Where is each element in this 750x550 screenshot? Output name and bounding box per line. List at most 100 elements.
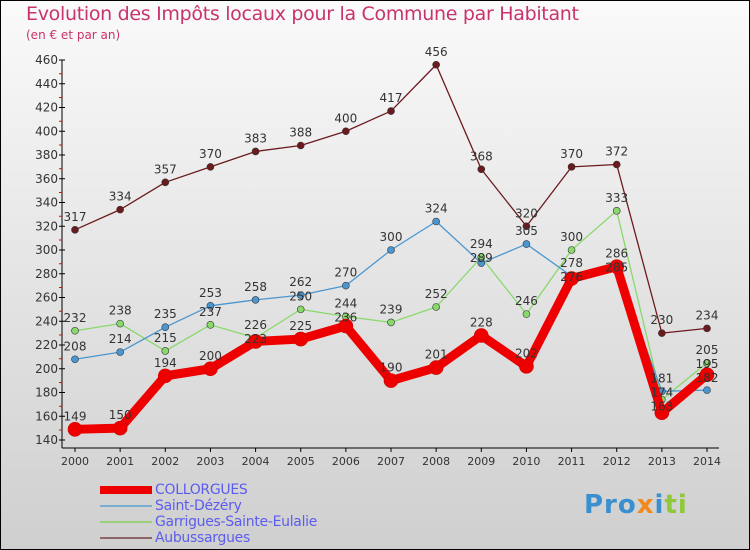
data-point-collorgues — [699, 367, 715, 382]
data-label-collorgues: 202 — [515, 346, 538, 360]
data-label-collorgues: 286 — [605, 247, 628, 261]
x-tick-label: 2011 — [558, 455, 586, 468]
data-label-collorgues: 149 — [64, 409, 87, 423]
data-label-saint-d-z-ry: 253 — [199, 286, 222, 300]
data-label-aubussargues: 334 — [109, 190, 132, 204]
x-tick-label: 2007 — [377, 455, 405, 468]
data-point-aubussargues — [206, 163, 215, 171]
x-tick-label: 2003 — [196, 455, 224, 468]
data-point-aubussargues — [296, 141, 305, 150]
data-point-collorgues — [203, 361, 218, 377]
data-point-collorgues — [293, 331, 309, 347]
data-label-garrigues-sainte-eulalie: 294 — [470, 237, 493, 251]
data-label-aubussargues: 234 — [696, 308, 719, 322]
data-label-saint-d-z-ry: 285 — [605, 261, 628, 275]
data-point-collorgues — [157, 368, 173, 384]
data-label-garrigues-sainte-eulalie: 232 — [64, 311, 87, 325]
data-label-garrigues-sainte-eulalie: 300 — [560, 230, 583, 244]
data-point-garrigues-sainte-eulalie — [387, 318, 395, 327]
data-point-collorgues — [112, 420, 128, 436]
data-label-garrigues-sainte-eulalie: 205 — [696, 343, 719, 357]
data-label-aubussargues: 370 — [199, 147, 222, 161]
data-label-saint-d-z-ry: 262 — [289, 275, 312, 289]
x-tick-label: 2000 — [61, 455, 89, 468]
data-label-collorgues: 236 — [334, 311, 357, 325]
data-label-saint-d-z-ry: 214 — [109, 332, 132, 346]
data-label-aubussargues: 230 — [650, 313, 673, 327]
data-label-garrigues-sainte-eulalie: 215 — [154, 331, 177, 345]
x-tick-label: 2005 — [287, 455, 315, 468]
data-point-collorgues — [654, 405, 670, 420]
x-tick-label: 2014 — [693, 455, 721, 468]
y-tick-label: 460 — [35, 53, 58, 67]
data-point-aubussargues — [703, 324, 711, 333]
legend-swatch — [100, 505, 152, 507]
data-point-aubussargues — [71, 226, 79, 234]
data-label-garrigues-sainte-eulalie: 239 — [380, 302, 403, 316]
data-label-collorgues: 223 — [244, 332, 267, 346]
data-label-collorgues: 225 — [289, 319, 312, 333]
x-tick-label: 2002 — [151, 455, 179, 468]
data-point-garrigues-sainte-eulalie — [522, 310, 531, 318]
proxiti-logo: Proxiti — [584, 490, 688, 520]
data-point-garrigues-sainte-eulalie — [296, 305, 305, 314]
data-label-garrigues-sainte-eulalie: 252 — [425, 287, 448, 301]
data-point-saint-d-z-ry — [71, 355, 79, 364]
data-point-aubussargues — [116, 205, 124, 214]
data-point-aubussargues — [477, 165, 486, 174]
data-label-collorgues: 150 — [109, 408, 132, 422]
data-label-aubussargues: 368 — [470, 149, 493, 163]
data-label-saint-d-z-ry: 324 — [425, 202, 448, 216]
data-label-aubussargues: 388 — [289, 126, 312, 140]
data-label-garrigues-sainte-eulalie: 244 — [334, 297, 357, 311]
data-point-aubussargues — [387, 107, 395, 115]
data-label-saint-d-z-ry: 182 — [696, 371, 719, 385]
data-point-saint-d-z-ry — [296, 291, 305, 299]
data-point-aubussargues — [161, 178, 170, 187]
data-point-aubussargues — [342, 127, 350, 136]
data-point-saint-d-z-ry — [116, 348, 124, 356]
data-point-garrigues-sainte-eulalie — [206, 321, 215, 329]
data-label-saint-d-z-ry: 208 — [64, 339, 87, 353]
data-point-collorgues — [473, 328, 489, 343]
data-label-collorgues: 276 — [560, 270, 583, 284]
data-label-aubussargues: 456 — [425, 45, 448, 59]
y-tick-label: 280 — [35, 267, 58, 281]
data-label-garrigues-sainte-eulalie: 174 — [650, 385, 673, 399]
data-point-aubussargues — [612, 160, 621, 169]
data-point-collorgues — [248, 334, 263, 349]
data-point-collorgues — [519, 359, 534, 374]
data-point-aubussargues — [432, 60, 440, 69]
data-point-saint-d-z-ry — [342, 281, 350, 290]
data-label-aubussargues: 372 — [605, 145, 628, 159]
data-label-saint-d-z-ry: 235 — [154, 307, 177, 321]
y-tick-label: 340 — [35, 196, 58, 210]
y-tick-label: 380 — [35, 148, 58, 162]
x-tick-label: 2004 — [242, 455, 270, 468]
data-label-aubussargues: 357 — [154, 162, 177, 176]
data-label-collorgues: 228 — [470, 316, 493, 330]
x-tick-label: 2009 — [467, 455, 495, 468]
y-tick-label: 300 — [35, 243, 58, 257]
y-tick-label: 260 — [35, 291, 58, 305]
data-label-saint-d-z-ry: 181 — [650, 371, 673, 385]
x-tick-label: 2010 — [512, 455, 540, 468]
data-point-garrigues-sainte-eulalie — [567, 246, 576, 254]
chart-subtitle: (en € et par an) — [26, 28, 121, 42]
data-point-saint-d-z-ry — [432, 217, 440, 226]
data-label-garrigues-sainte-eulalie: 238 — [109, 304, 132, 318]
data-point-saint-d-z-ry — [387, 246, 395, 254]
data-label-saint-d-z-ry: 289 — [470, 251, 493, 265]
data-point-garrigues-sainte-eulalie — [71, 326, 79, 335]
data-point-saint-d-z-ry — [206, 302, 215, 310]
chart-title: Evolution des Impôts locaux pour la Comm… — [26, 3, 579, 25]
data-label-garrigues-sainte-eulalie: 237 — [199, 305, 222, 319]
legend-label: Garrigues-Sainte-Eulalie — [155, 514, 318, 530]
y-tick-label: 160 — [35, 409, 58, 423]
legend-label: Saint-Dézéry — [155, 498, 242, 514]
data-point-garrigues-sainte-eulalie — [432, 303, 440, 311]
data-label-saint-d-z-ry: 270 — [334, 266, 357, 280]
data-label-saint-d-z-ry: 278 — [560, 256, 583, 270]
